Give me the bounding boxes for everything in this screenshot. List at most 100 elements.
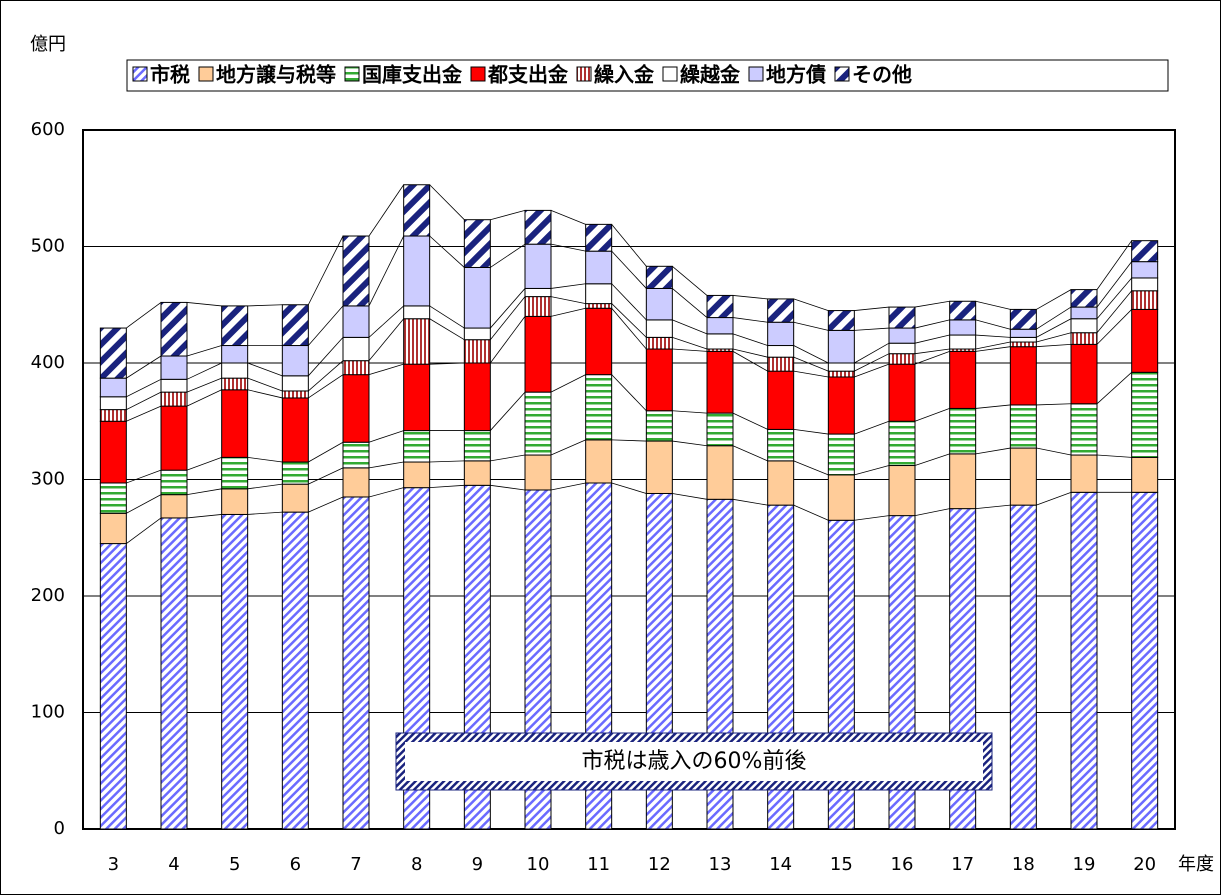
connector [308, 305, 344, 346]
bar-segment [281, 390, 309, 399]
bar-segment [1131, 261, 1159, 279]
bar-segment [281, 375, 309, 392]
bar-segment [1131, 491, 1159, 830]
bar-segment [1009, 328, 1037, 338]
connector [550, 243, 586, 252]
bar-segment [1070, 343, 1098, 405]
bar-segment [342, 374, 370, 443]
bar-segment [645, 410, 673, 442]
x-tick-label: 15 [830, 854, 853, 875]
bar-segment [645, 336, 673, 350]
y-tick-label: 100 [31, 702, 65, 723]
connector [368, 305, 404, 338]
bar-segment [1131, 371, 1159, 458]
connector [914, 408, 950, 422]
connector [672, 265, 708, 296]
connector [611, 374, 647, 412]
connector [672, 410, 708, 414]
connector [550, 283, 586, 289]
connector [1096, 290, 1132, 333]
bar-segment [827, 474, 855, 521]
connector [854, 353, 890, 372]
legend-label: 地方債 [766, 63, 826, 87]
connector [490, 288, 526, 329]
connector [490, 484, 526, 491]
bar-segment [1070, 491, 1098, 830]
connector [368, 487, 404, 498]
x-tick-label: 14 [769, 854, 792, 875]
legend-label: 国庫支出金 [362, 63, 463, 87]
bar-segment [1131, 456, 1159, 493]
connector [186, 456, 222, 471]
bar-segment [706, 317, 734, 335]
y-tick-label: 300 [31, 469, 65, 490]
bar-segment [281, 511, 309, 830]
bar-segment [1070, 454, 1098, 493]
bar-segment [1070, 306, 1098, 320]
bar-segment [827, 310, 855, 331]
bar-segment [706, 445, 734, 500]
connector [247, 483, 283, 490]
bar-segment [160, 355, 188, 380]
bar-segment [1070, 289, 1098, 308]
bar-segment [99, 396, 127, 411]
bar-segment [463, 339, 491, 364]
y-tick-label: 200 [31, 585, 65, 606]
connector [368, 184, 404, 237]
legend-swatch [132, 66, 148, 82]
x-tick-label: 17 [951, 854, 974, 875]
bar-segment [949, 334, 977, 350]
connector [126, 355, 162, 379]
connector [308, 374, 344, 399]
bar-segment [888, 363, 916, 422]
connector [368, 235, 405, 307]
bar-segment [767, 345, 795, 358]
bar-segment [827, 329, 855, 364]
bar-segment [767, 460, 795, 506]
x-axis-label: 年度 [1178, 854, 1214, 875]
bar-segment [1009, 404, 1037, 449]
connector [429, 318, 465, 341]
connector [914, 319, 950, 329]
connector [1096, 372, 1132, 405]
bar-segment [949, 319, 977, 336]
x-tick-label: 7 [350, 854, 361, 875]
bar-segment [706, 350, 734, 414]
bar-segment [1131, 308, 1159, 373]
connector [975, 346, 1011, 352]
bar-segment [888, 342, 916, 355]
bar-segment [160, 494, 188, 519]
connector [308, 337, 344, 377]
connector [854, 306, 890, 311]
connector [672, 493, 708, 500]
legend [126, 59, 1169, 92]
connector [186, 488, 222, 496]
bar-segment [645, 440, 673, 494]
bar-segment [403, 235, 431, 307]
bar-segment [99, 420, 127, 484]
connector [1036, 403, 1072, 406]
legend-swatch [748, 66, 764, 82]
bar-segment [281, 483, 309, 513]
bar-segment [524, 287, 552, 298]
connector [307, 235, 344, 305]
legend-swatch [198, 66, 214, 82]
connector [550, 439, 586, 456]
bar-segment [888, 353, 916, 365]
bar-segment [1070, 332, 1098, 345]
connector [854, 420, 890, 435]
x-tick-label: 11 [587, 854, 610, 875]
bar-segment [221, 305, 249, 347]
connector [793, 460, 829, 476]
bar-segment [949, 407, 977, 455]
connector [1036, 306, 1072, 330]
connector [793, 370, 829, 378]
connector [793, 321, 829, 331]
bar-segment [403, 318, 431, 365]
connector [308, 441, 344, 463]
bar-segment [585, 283, 613, 305]
bar-segment [524, 296, 552, 317]
legend-swatch [662, 66, 678, 82]
connector [914, 508, 950, 517]
bar-segment [221, 488, 249, 515]
